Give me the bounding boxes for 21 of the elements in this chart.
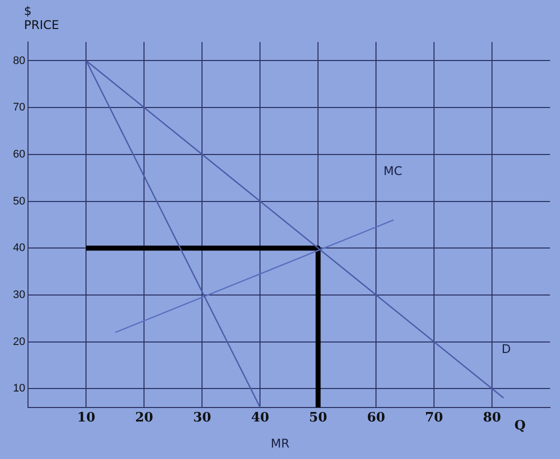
x-tick-label: 50 bbox=[309, 410, 328, 426]
y-tick-label: 40 bbox=[12, 242, 26, 254]
text: MR bbox=[270, 436, 290, 450]
x-axis-title: Q bbox=[514, 418, 526, 434]
x-tick-label: 80 bbox=[482, 410, 502, 426]
x-tick-label: 40 bbox=[251, 410, 270, 426]
x-tick-label: 60 bbox=[367, 410, 386, 426]
y-tick-label: 30 bbox=[12, 289, 26, 301]
x-tick-label: 30 bbox=[193, 410, 212, 426]
y-tick-label: 70 bbox=[12, 102, 26, 114]
x-tick-label: 10 bbox=[77, 410, 96, 426]
text: D bbox=[502, 342, 511, 356]
y-axis-title: $ PRICE bbox=[24, 4, 60, 32]
x-tick-label: 70 bbox=[425, 410, 444, 426]
y-tick-label: 80 bbox=[12, 54, 26, 67]
x-tick-label: 20 bbox=[135, 410, 154, 426]
y-tick-label: 50 bbox=[12, 195, 26, 208]
text: MC bbox=[383, 164, 402, 178]
y-tick-label: 20 bbox=[12, 336, 26, 348]
y-tick-label: 10 bbox=[12, 382, 26, 395]
y-tick-label: 60 bbox=[12, 148, 26, 160]
